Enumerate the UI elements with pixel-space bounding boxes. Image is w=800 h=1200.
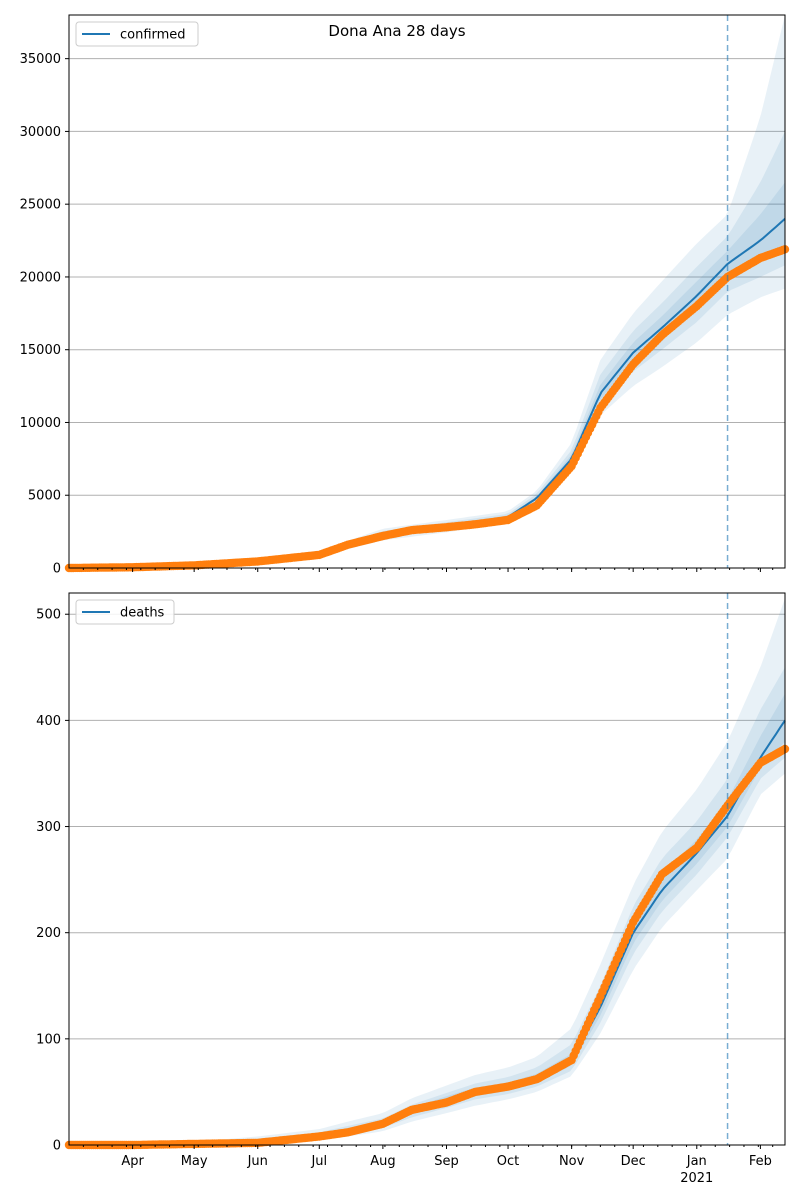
x-tick-label: Jan xyxy=(686,1154,707,1169)
y-tick-label: 25000 xyxy=(20,198,61,213)
y-tick-label: 30000 xyxy=(20,125,61,140)
y-tick-label: 20000 xyxy=(20,270,61,285)
x-year-label: 2021 xyxy=(680,1171,713,1186)
y-tick-label: 0 xyxy=(53,562,61,577)
x-tick-label: Oct xyxy=(497,1154,519,1169)
legend-label: confirmed xyxy=(120,28,186,43)
legend: confirmed xyxy=(75,21,199,47)
uncertainty-band xyxy=(69,131,785,568)
legend-box xyxy=(75,21,199,47)
observed-series xyxy=(64,245,790,573)
y-tick-label: 100 xyxy=(36,1032,61,1047)
chart-title: Dona Ana 28 days xyxy=(328,22,465,40)
x-tick-label: Jun xyxy=(247,1154,268,1169)
x-tick-label: Apr xyxy=(121,1154,144,1169)
y-tick-label: 200 xyxy=(36,926,61,941)
y-tick-label: 15000 xyxy=(20,343,61,358)
x-tick-label: Sep xyxy=(434,1154,459,1169)
legend-box xyxy=(75,599,175,625)
x-tick-label: Feb xyxy=(749,1154,772,1169)
x-tick-label: Dec xyxy=(621,1154,646,1169)
x-tick-label: May xyxy=(181,1154,208,1169)
x-tick-label: Jul xyxy=(310,1154,327,1169)
plot-frame xyxy=(68,14,786,569)
y-tick-label: 400 xyxy=(36,714,61,729)
uncertainty-band xyxy=(69,598,785,1145)
y-tick-label: 500 xyxy=(36,608,61,623)
legend-label: deaths xyxy=(120,606,165,621)
observed-series xyxy=(64,744,790,1150)
deaths-panel: 0 100 200 300 400 500 Apr May Jun Jul Aug Sep Oct Nov… xyxy=(36,592,790,1186)
plot-frame xyxy=(68,592,786,1146)
legend: deaths xyxy=(75,599,175,625)
confirmed-panel: 0 5000 10000 15000 20000 25000 30000 35000 confi… xyxy=(20,14,790,577)
x-tick-label: Aug xyxy=(370,1154,395,1169)
y-tick-label: 0 xyxy=(53,1139,61,1154)
x-tick-label: Nov xyxy=(559,1154,585,1169)
y-tick-label: 10000 xyxy=(20,416,61,431)
y-tick-label: 300 xyxy=(36,820,61,835)
y-tick-label: 35000 xyxy=(20,52,61,67)
y-tick-label: 5000 xyxy=(28,489,61,504)
